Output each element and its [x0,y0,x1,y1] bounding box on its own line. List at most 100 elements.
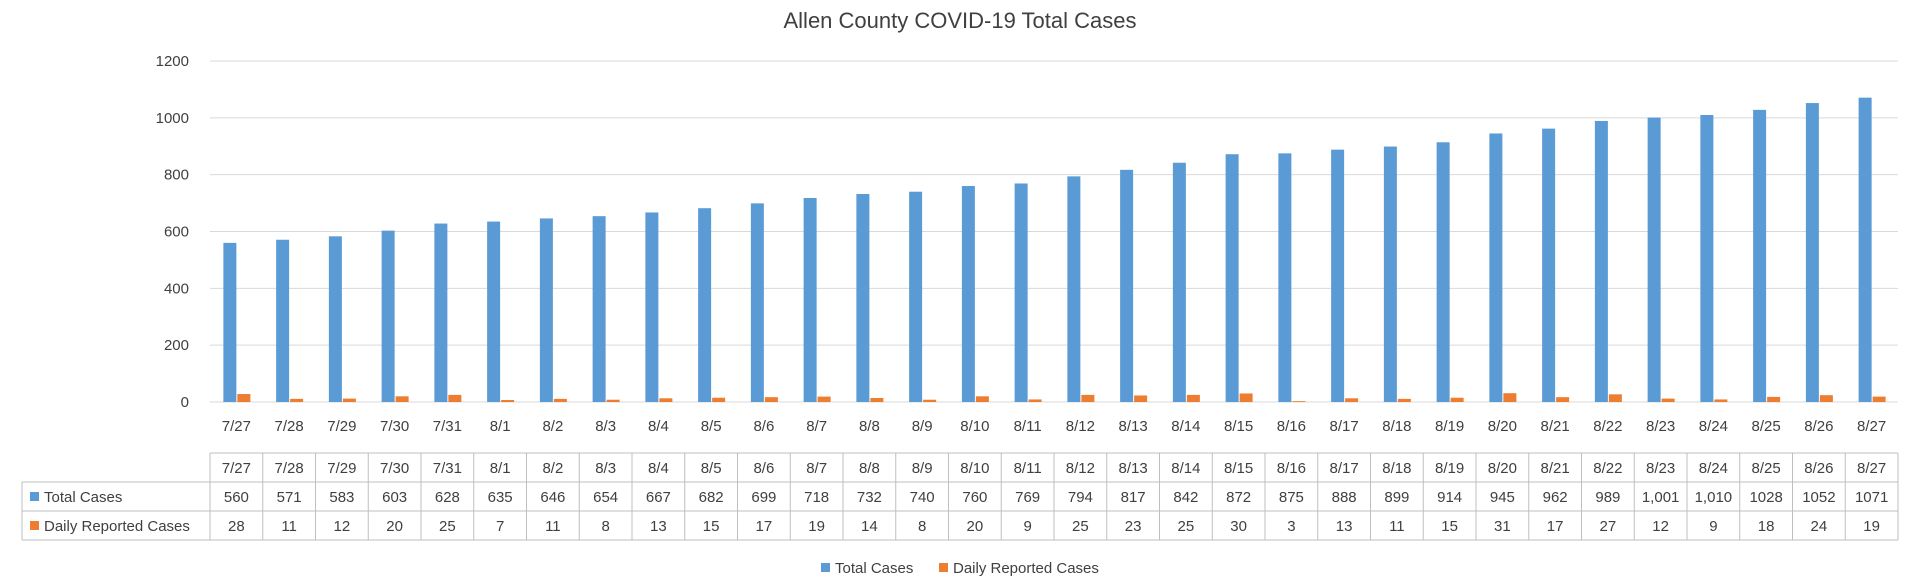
table-cell: 628 [435,489,460,506]
legend: Total Cases Daily Reported Cases [821,560,1099,577]
bar-daily-reported-cases [1872,396,1886,402]
legend-label: Daily Reported Cases [953,560,1099,577]
table-cell: 24 [1811,518,1828,535]
y-tick-label: 1200 [156,53,189,70]
x-tick-label: 8/13 [1119,418,1148,435]
table-cell: 13 [650,518,667,535]
table-row-label: Total Cases [44,489,122,506]
bar-total-cases [1383,146,1397,402]
bar-daily-reported-cases [1450,397,1464,402]
y-tick-label: 1000 [156,110,189,127]
table-cell: 989 [1595,489,1620,506]
bar-total-cases [381,230,395,402]
table-header-cell: 8/17 [1330,460,1359,477]
legend-label: Total Cases [835,560,913,577]
table-cell: 794 [1068,489,1093,506]
bar-total-cases [1489,133,1503,402]
table-cell: 14 [861,518,878,535]
bar-daily-reported-cases [342,398,356,402]
table-cell: 583 [329,489,354,506]
x-tick-label: 8/9 [912,418,933,435]
y-axis-ticks: 0 200 400 600 800 1000 1200 [156,53,189,411]
bar-daily-reported-cases [1661,398,1675,402]
bar-daily-reported-cases [1556,397,1570,402]
table-cell: 1,010 [1695,489,1733,506]
x-tick-label: 8/18 [1382,418,1411,435]
table-cell: 11 [281,518,297,535]
bar-total-cases [1858,97,1872,402]
table-header-cell: 8/5 [701,460,722,477]
bar-total-cases [698,208,712,402]
bar-daily-reported-cases [501,400,515,402]
table-cell: 19 [808,518,825,535]
table-header-cell: 8/25 [1752,460,1781,477]
bar-total-cases [328,236,342,402]
x-tick-label: 7/28 [275,418,304,435]
table-cell: 769 [1015,489,1040,506]
table-header-cell: 8/16 [1277,460,1306,477]
table-cell: 732 [857,489,882,506]
y-tick-label: 200 [164,337,189,354]
bar-daily-reported-cases [448,394,462,402]
bar-daily-reported-cases [1503,393,1517,402]
table-header-cell: 8/11 [1014,460,1042,477]
x-tick-label: 8/1 [490,418,511,435]
table-cell: 8 [601,518,609,535]
table-header-cell: 8/23 [1646,460,1675,477]
bar-total-cases [1542,128,1556,403]
table-cell: 13 [1336,518,1353,535]
bar-daily-reported-cases [975,396,989,402]
bar-daily-reported-cases [817,396,831,402]
table-cell: 699 [751,489,776,506]
bar-total-cases [645,212,659,402]
x-tick-label: 8/22 [1593,418,1622,435]
table-cell: 12 [334,518,351,535]
bar-daily-reported-cases [870,398,884,402]
x-tick-label: 8/5 [701,418,722,435]
bar-daily-reported-cases [1345,398,1359,402]
bar-total-cases [539,218,553,402]
bar-total-cases [487,221,501,402]
table-header-cell: 7/30 [380,460,409,477]
bar-daily-reported-cases [1819,395,1833,402]
bar-total-cases [1805,103,1819,402]
y-tick-label: 600 [164,224,189,241]
table-cell: 945 [1490,489,1515,506]
bar-daily-reported-cases [1186,394,1200,402]
table-cell: 646 [540,489,565,506]
bar-daily-reported-cases [1028,399,1042,402]
bar-daily-reported-cases [606,399,620,402]
table-cell: 872 [1226,489,1251,506]
table-cell: 682 [699,489,724,506]
x-tick-label: 8/7 [806,418,827,435]
table-cell: 30 [1230,518,1247,535]
table-cell: 7 [496,518,504,535]
x-tick-label: 8/3 [595,418,616,435]
bar-daily-reported-cases [923,399,937,402]
bar-total-cases [1647,117,1661,402]
table-cell: 8 [918,518,926,535]
table-cell: 1,001 [1642,489,1680,506]
table-cell: 25 [1178,518,1195,535]
bar-daily-reported-cases [237,394,251,402]
x-tick-label: 8/25 [1752,418,1781,435]
bar-daily-reported-cases [1081,394,1095,402]
bar-total-cases [592,216,606,402]
y-tick-label: 0 [181,394,189,411]
bar-daily-reported-cases [1608,394,1622,402]
table-cell: 28 [228,518,245,535]
table-cell: 11 [545,518,561,535]
gridlines [210,60,1898,403]
table-header-cell: 8/26 [1804,460,1833,477]
bar-total-cases [750,203,764,402]
legend-swatch [939,563,948,572]
bar-total-cases [1014,183,1028,402]
x-tick-label: 8/6 [753,418,774,435]
table-cell: 15 [703,518,720,535]
bar-total-cases [1225,154,1239,402]
x-tick-label: 8/2 [542,418,563,435]
table-legend-key [30,492,39,501]
table-cell: 19 [1863,518,1880,535]
x-tick-label: 7/27 [222,418,251,435]
bar-daily-reported-cases [395,396,409,402]
